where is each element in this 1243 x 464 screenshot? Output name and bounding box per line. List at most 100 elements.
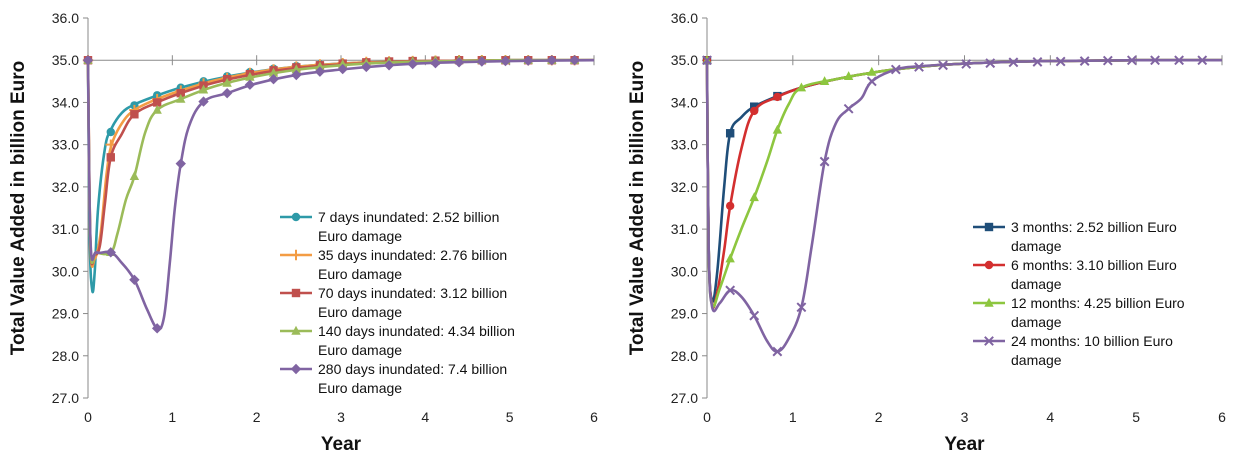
x-tick-label: 1 [168,409,176,425]
legend-label: 12 months: 4.25 billion Euro damage [1011,295,1185,330]
data-point [129,171,140,181]
y-tick-label: 31.0 [52,221,79,237]
data-point [106,127,115,137]
data-point [453,57,465,68]
legend-label: 35 days inundated: 2.76 billion Euro dama… [318,247,507,282]
y-tick-label: 36.0 [671,10,698,26]
legend-label: 140 days inundated: 4.34 billion Euro dam… [318,323,515,358]
data-point [1150,55,1160,66]
data-point [476,56,488,67]
data-point [772,124,783,134]
y-tick-label: 35.0 [671,52,698,68]
data-point [796,82,807,92]
data-point [750,106,759,116]
data-point [129,274,140,285]
data-point [914,62,924,72]
data-point [1055,56,1066,67]
data-point [546,55,558,66]
x-axis-title: Year [944,434,985,455]
x-tick-label: 4 [421,409,429,425]
data-point [867,66,877,76]
y-tick-label: 32.0 [52,179,79,195]
chart-panel-1: 27.0 28.0 29.0 30.0 31.0 32.0 33.0 34.0 35.0 36.0… [8,10,598,455]
data-point [175,158,186,169]
data-point [407,58,418,70]
data-point [268,74,279,85]
data-point [176,93,186,103]
data-point [152,104,162,114]
data-point [383,60,395,71]
data-point [866,76,877,87]
y-tick-label: 32.0 [671,179,698,195]
series-4 [702,55,1223,357]
data-point [1008,57,1019,68]
data-point [1032,57,1043,67]
x-tick-label: 0 [84,409,92,425]
legend-label: 3 months: 2.52 billion Euro damage [1011,219,1177,254]
y-tick-label: 36.0 [52,10,79,26]
data-point [725,201,735,211]
legend-label: 6 months: 3.10 billion Euro damage [1011,257,1177,292]
data-point [749,192,759,202]
data-point [152,98,162,107]
data-point [725,129,735,138]
y-axis-title: Total Value Added in billion Euro [627,61,648,356]
data-point [500,55,511,67]
data-point [314,66,326,77]
data-point [430,57,441,69]
data-point [105,247,116,258]
legend-label: 280 days inundated: 7.4 billion Euro dama… [318,361,507,396]
legend-label: 7 days inundated: 2.52 billion Euro damag… [318,209,499,244]
x-tick-label: 4 [1046,409,1054,425]
data-point [151,323,163,334]
y-tick-label: 29.0 [52,306,79,322]
y-tick-label: 30.0 [52,263,79,279]
data-point [938,60,948,71]
data-point [523,55,534,66]
data-point [291,69,302,81]
legend-marker [290,363,302,375]
series-line [705,58,1223,353]
x-tick-label: 0 [703,409,711,425]
data-point [750,102,759,111]
data-point [796,302,807,313]
y-tick-label: 33.0 [671,137,698,153]
data-point [1174,55,1184,66]
data-point [130,110,139,119]
data-point [176,88,185,98]
data-point [1197,55,1208,66]
y-tick-label: 31.0 [671,221,698,237]
legend-marker [984,222,994,232]
x-tick-label: 6 [590,409,598,425]
data-point [315,61,325,71]
data-point [337,63,348,75]
data-point [1079,56,1090,66]
x-tick-label: 1 [789,409,797,425]
data-point [773,92,782,102]
data-point [1126,55,1137,66]
y-tick-label: 27.0 [671,390,698,406]
chart-panel-2: 27.0 28.0 29.0 30.0 31.0 32.0 33.0 34.0 35.0 36.0… [627,10,1226,455]
series-5 [82,55,595,334]
y-tick-label: 33.0 [52,137,79,153]
legend-marker [984,297,994,307]
data-point [221,87,233,99]
x-axis-title: Year [321,434,362,455]
y-tick-label: 28.0 [52,348,79,364]
data-point [222,77,232,87]
data-point [291,64,302,74]
legend-marker [291,212,301,222]
x-tick-label: 5 [506,409,514,425]
legend-marker [984,336,994,346]
data-point [244,79,256,90]
y-tick-label: 35.0 [52,52,79,68]
data-point [725,253,735,263]
x-tick-label: 3 [337,409,345,425]
legend-marker [291,288,301,298]
x-tick-label: 2 [253,409,261,425]
data-point [843,71,854,80]
data-point [890,64,901,75]
